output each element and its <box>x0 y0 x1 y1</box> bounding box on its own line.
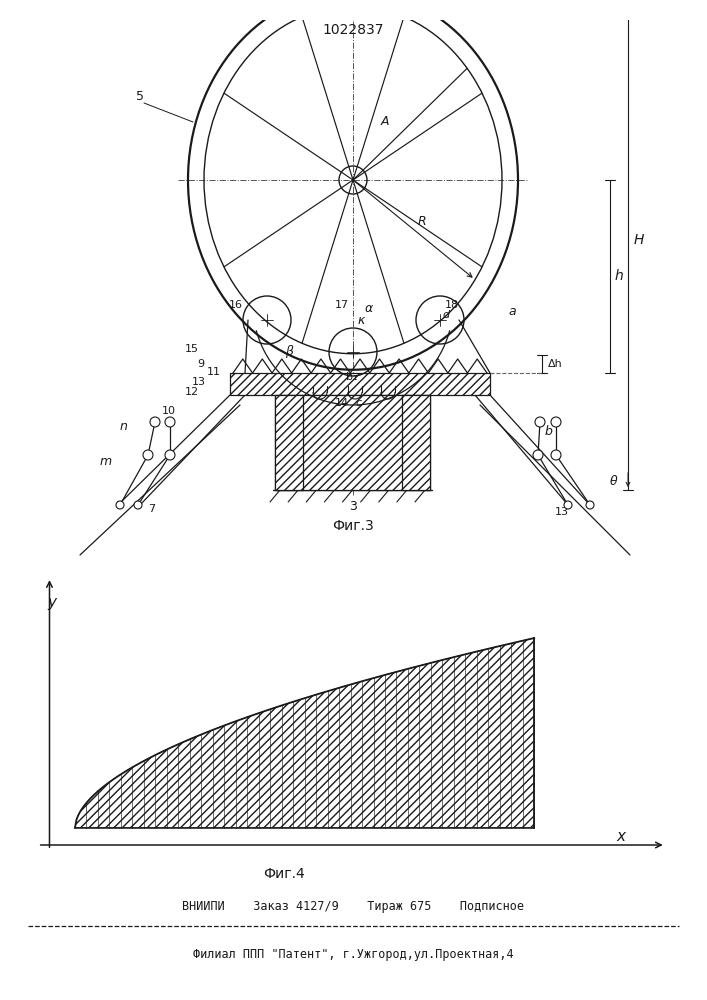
Circle shape <box>150 417 160 427</box>
Bar <box>402 395 430 490</box>
Text: R: R <box>418 215 426 228</box>
Text: θ: θ <box>610 475 618 488</box>
Circle shape <box>551 450 561 460</box>
Text: Филиал ППП "Патент", г.Ужгород,ул.Проектная,4: Филиал ППП "Патент", г.Ужгород,ул.Проект… <box>193 948 514 961</box>
Text: m: m <box>100 455 112 468</box>
Text: 17: 17 <box>335 300 349 310</box>
Text: y: y <box>47 595 56 610</box>
Circle shape <box>586 501 594 509</box>
Circle shape <box>165 450 175 460</box>
Polygon shape <box>75 638 534 828</box>
Text: 11: 11 <box>207 367 221 377</box>
Text: n: n <box>120 420 128 433</box>
Circle shape <box>564 501 572 509</box>
Text: d: d <box>442 310 449 320</box>
Circle shape <box>134 501 142 509</box>
Text: β: β <box>285 345 293 358</box>
Text: 14: 14 <box>335 398 349 408</box>
Bar <box>230 373 490 395</box>
Text: 7: 7 <box>148 504 155 514</box>
Bar <box>275 395 303 490</box>
Text: 13: 13 <box>192 377 206 387</box>
Text: H: H <box>634 233 644 247</box>
Bar <box>402 395 430 490</box>
Circle shape <box>165 417 175 427</box>
Text: 5: 5 <box>136 90 144 103</box>
Circle shape <box>535 417 545 427</box>
Text: 12: 12 <box>185 387 199 397</box>
Bar <box>275 395 430 490</box>
Text: 1022837: 1022837 <box>323 23 384 37</box>
Text: x: x <box>617 829 626 844</box>
Text: A: A <box>381 115 390 128</box>
Bar <box>275 395 303 490</box>
Text: 15: 15 <box>185 344 199 354</box>
Circle shape <box>143 450 153 460</box>
Circle shape <box>551 417 561 427</box>
Text: Δh: Δh <box>548 359 563 369</box>
Text: 9: 9 <box>197 359 204 369</box>
Text: 10: 10 <box>162 406 176 416</box>
Text: 3: 3 <box>349 500 357 513</box>
Circle shape <box>533 450 543 460</box>
Text: 13: 13 <box>555 507 569 517</box>
Text: Фиг.4: Фиг.4 <box>263 867 305 881</box>
Text: b: b <box>545 425 553 438</box>
Text: 16: 16 <box>229 300 243 310</box>
Text: h: h <box>615 269 624 284</box>
Text: 18: 18 <box>445 300 459 310</box>
Bar <box>275 395 430 490</box>
Text: Фиг.3: Фиг.3 <box>332 519 374 533</box>
Bar <box>230 373 490 395</box>
Text: a: a <box>508 305 515 318</box>
Text: c: c <box>355 398 361 408</box>
Text: κ: κ <box>357 314 364 327</box>
Text: ВНИИПИ    Заказ 4127/9    Тираж 675    Подписное: ВНИИПИ Заказ 4127/9 Тираж 675 Подписное <box>182 900 525 913</box>
Text: α: α <box>365 302 373 315</box>
Circle shape <box>116 501 124 509</box>
Text: b₁: b₁ <box>346 372 358 382</box>
